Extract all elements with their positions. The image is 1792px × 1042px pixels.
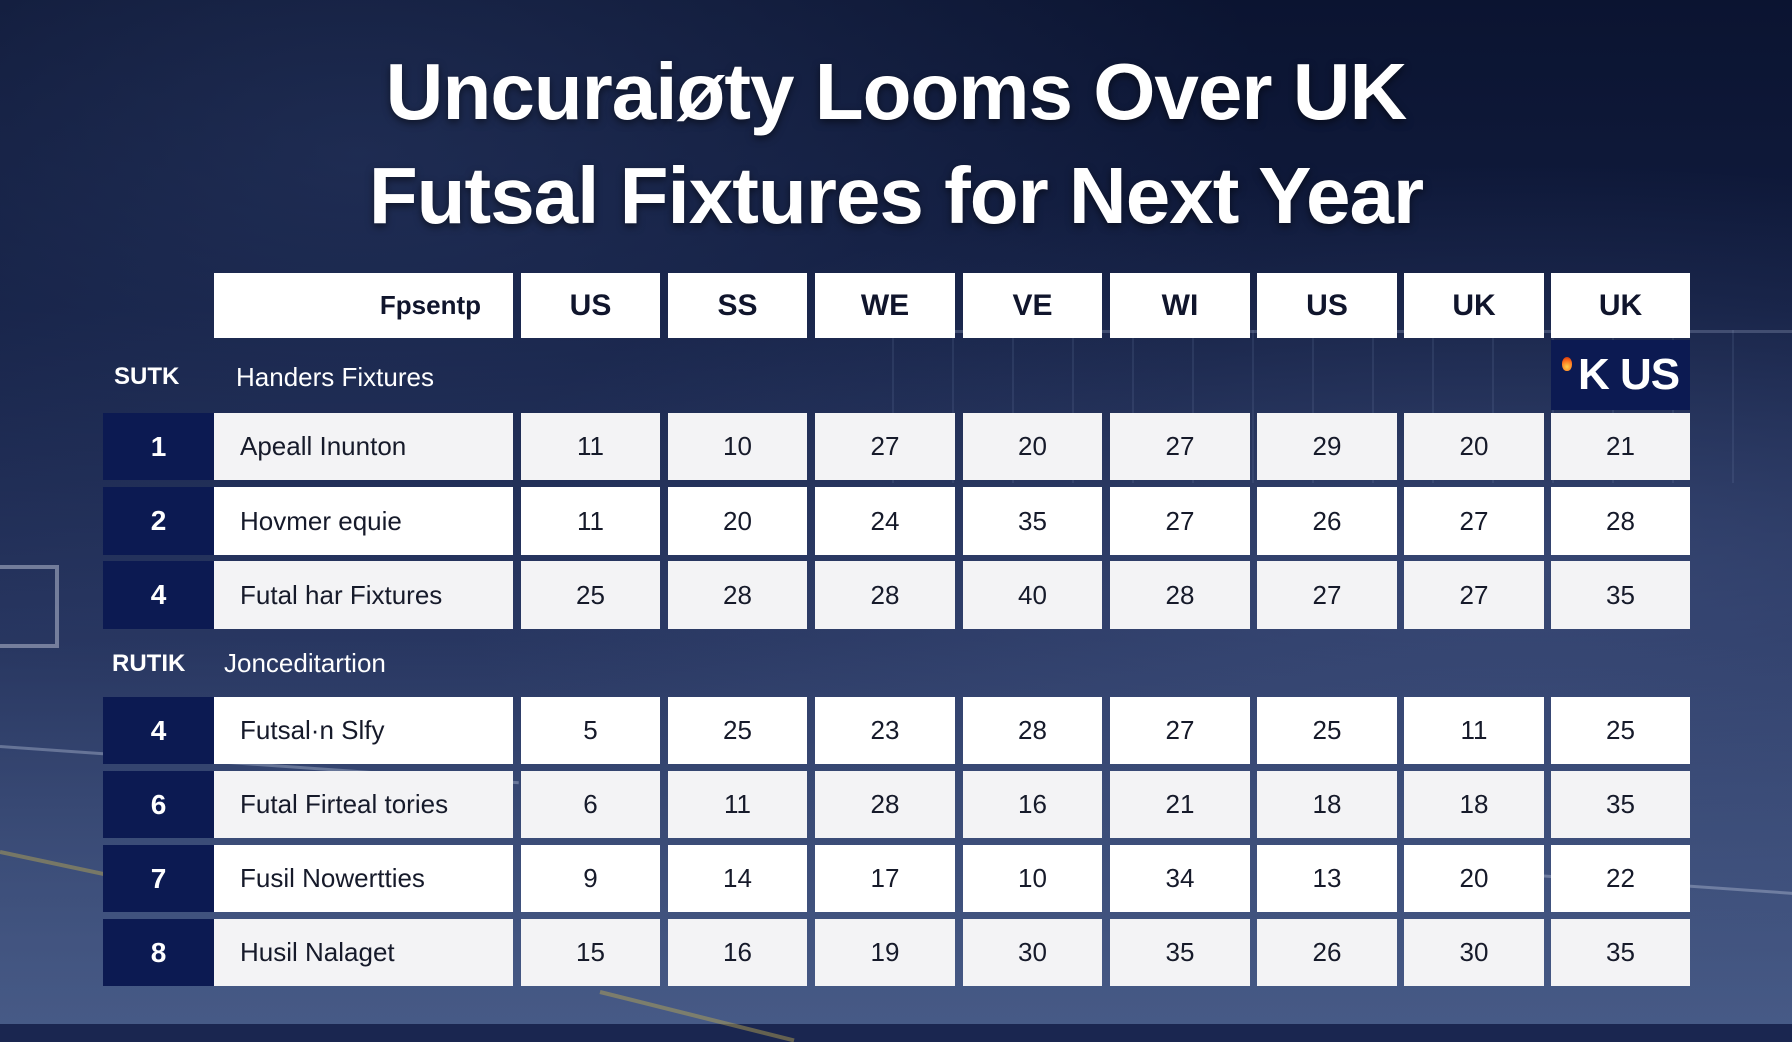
value-cell: 10 <box>668 413 807 480</box>
row-fixture-name: Fusil Nowertties <box>214 845 513 912</box>
value-cell: 30 <box>963 919 1102 986</box>
value-cell: 35 <box>1551 919 1690 986</box>
value-cell: 11 <box>1404 697 1544 764</box>
value-cell: 16 <box>963 771 1102 838</box>
column-header: WI <box>1110 273 1250 338</box>
row-number: 8 <box>103 919 214 986</box>
section-title: Handers Fixtures <box>236 362 434 392</box>
value-cell: 11 <box>521 487 660 555</box>
value-cell: 6 <box>521 771 660 838</box>
header-label-cell: Fpsentр <box>214 273 513 338</box>
value-cell: 18 <box>1404 771 1544 838</box>
value-cell: 21 <box>1110 771 1250 838</box>
value-cell: 35 <box>1551 771 1690 838</box>
value-cell: 17 <box>815 845 955 912</box>
section-title: Jonceditartion <box>224 648 386 678</box>
value-cell: 25 <box>521 561 660 629</box>
value-cell: 35 <box>1551 561 1690 629</box>
column-header: UK <box>1551 273 1690 338</box>
headline-line-2: Futsal Fixtures for Next Year <box>368 151 1424 240</box>
value-cell: 27 <box>1404 561 1544 629</box>
uk-us-badge: K US <box>1551 340 1690 410</box>
column-header: US <box>1257 273 1397 338</box>
value-cell: 25 <box>1257 697 1397 764</box>
value-cell: 24 <box>815 487 955 555</box>
row-fixture-name: Futal har Fixtures <box>214 561 513 629</box>
value-cell: 27 <box>1110 697 1250 764</box>
row-number: 7 <box>103 845 214 912</box>
row-fixture-name: Futal Firteal tories <box>214 771 513 838</box>
value-cell: 16 <box>668 919 807 986</box>
row-number: 1 <box>103 413 214 480</box>
value-cell: 28 <box>668 561 807 629</box>
row-fixture-name: Futsal·n Slfy <box>214 697 513 764</box>
value-cell: 26 <box>1257 487 1397 555</box>
value-cell: 27 <box>1404 487 1544 555</box>
value-cell: 20 <box>1404 413 1544 480</box>
value-cell: 11 <box>521 413 660 480</box>
flame-icon <box>1561 357 1572 371</box>
value-cell: 28 <box>1551 487 1690 555</box>
value-cell: 28 <box>1110 561 1250 629</box>
value-cell: 5 <box>521 697 660 764</box>
value-cell: 23 <box>815 697 955 764</box>
value-cell: 13 <box>1257 845 1397 912</box>
row-number: 2 <box>103 487 214 555</box>
value-cell: 35 <box>963 487 1102 555</box>
section-code: RUTIK <box>112 650 186 677</box>
value-cell: 25 <box>668 697 807 764</box>
section-code: SUTK <box>114 363 180 390</box>
value-cell: 14 <box>668 845 807 912</box>
value-cell: 28 <box>815 561 955 629</box>
headline: Uncuraiøty Looms Over UK Futsal Fixtures… <box>0 40 1792 248</box>
value-cell: 28 <box>963 697 1102 764</box>
row-fixture-name: Husil Nalaget <box>214 919 513 986</box>
value-cell: 35 <box>1110 919 1250 986</box>
column-header: VE <box>963 273 1102 338</box>
value-cell: 10 <box>963 845 1102 912</box>
value-cell: 15 <box>521 919 660 986</box>
value-cell: 26 <box>1257 919 1397 986</box>
column-header: US <box>521 273 660 338</box>
value-cell: 20 <box>963 413 1102 480</box>
row-fixture-name: Hovmer equie <box>214 487 513 555</box>
row-number: 4 <box>103 697 214 764</box>
value-cell: 18 <box>1257 771 1397 838</box>
headline-line-1: Uncuraiøty Looms Over UK <box>385 47 1408 136</box>
value-cell: 20 <box>1404 845 1544 912</box>
badge-text: K US <box>1577 350 1680 399</box>
value-cell: 27 <box>815 413 955 480</box>
column-header: WE <box>815 273 955 338</box>
value-cell: 20 <box>668 487 807 555</box>
value-cell: 27 <box>1257 561 1397 629</box>
value-cell: 34 <box>1110 845 1250 912</box>
column-header: UK <box>1404 273 1544 338</box>
value-cell: 30 <box>1404 919 1544 986</box>
value-cell: 40 <box>963 561 1102 629</box>
value-cell: 9 <box>521 845 660 912</box>
value-cell: 11 <box>668 771 807 838</box>
value-cell: 21 <box>1551 413 1690 480</box>
value-cell: 27 <box>1110 487 1250 555</box>
row-number: 6 <box>103 771 214 838</box>
value-cell: 19 <box>815 919 955 986</box>
row-number: 4 <box>103 561 214 629</box>
value-cell: 28 <box>815 771 955 838</box>
futsal-goal <box>0 565 59 648</box>
row-fixture-name: Apeall Inunton <box>214 413 513 480</box>
value-cell: 27 <box>1110 413 1250 480</box>
column-header: SS <box>668 273 807 338</box>
value-cell: 22 <box>1551 845 1690 912</box>
value-cell: 29 <box>1257 413 1397 480</box>
value-cell: 25 <box>1551 697 1690 764</box>
